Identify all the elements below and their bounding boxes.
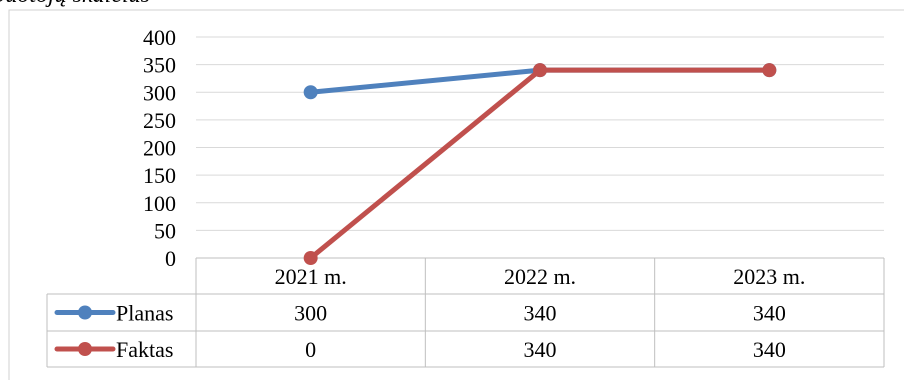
data-point [303,251,318,265]
table-cell-value: 340 [524,337,557,362]
category-label: 2022 m. [504,264,576,289]
data-table: 2021 m. 2022 m. 2023 m. Planas 300 340 340 Fakt… [46,257,885,368]
y-tick-label: 0 [165,246,176,271]
chart-border [8,9,904,380]
table-cell-value: 300 [294,301,327,326]
series-line [308,67,772,261]
category-label: 2021 m. [275,264,347,289]
legend-series-name: Planas [116,301,173,326]
y-tick-label: 150 [143,163,176,188]
table-cell-value: 340 [753,337,786,362]
caption-fragment: darbuotojų skaičius [0,0,150,8]
table-cell-value: 340 [524,301,557,326]
y-tick-label: 100 [143,191,176,216]
y-tick-label: 400 [143,25,176,50]
legend-key-marker [78,305,92,320]
legend-key-marker [78,342,92,356]
table-cell-value: 340 [753,301,786,326]
y-tick-label: 200 [143,136,176,161]
legend-series-name: Faktas [116,337,173,362]
series-lines [303,63,777,265]
table-cell-value: 0 [305,337,316,362]
data-point [303,85,318,100]
y-tick-label: 50 [154,218,176,243]
data-point [533,63,547,78]
data-point [762,63,777,78]
y-tick-label: 250 [143,108,176,133]
category-label: 2023 m. [733,264,805,289]
y-tick-label: 300 [143,80,176,105]
y-tick-label: 350 [143,53,176,78]
